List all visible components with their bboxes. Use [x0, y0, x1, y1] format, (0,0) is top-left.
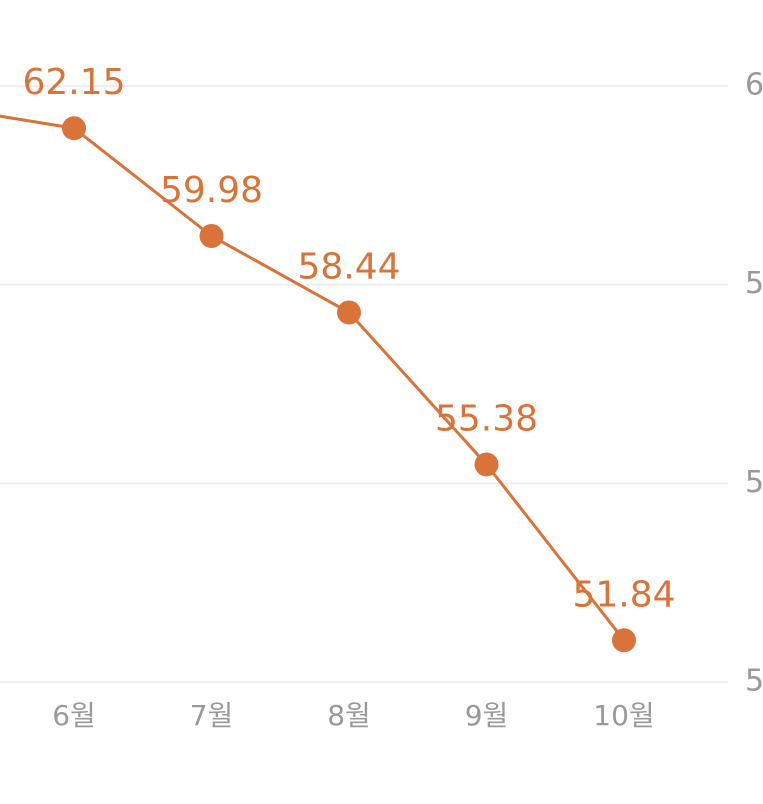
x-tick-label: 9월 [465, 699, 509, 732]
data-label: 62.15 [22, 62, 125, 103]
y-tick-label: 6 [745, 68, 763, 103]
x-tick-label: 6월 [52, 699, 96, 732]
point [612, 628, 636, 653]
y-tick-label: 5 [745, 465, 763, 500]
data-label: 58.44 [297, 246, 400, 287]
x-tick-label: 8월 [327, 699, 371, 732]
x-tick-label: 10월 [593, 699, 654, 732]
line [0, 114, 626, 642]
point [199, 223, 224, 248]
data-label: 51.84 [572, 574, 675, 615]
data-label: 55.38 [435, 398, 538, 439]
point [337, 300, 361, 325]
x-tick-label: 7월 [190, 699, 234, 732]
y-tick-label: 5 [745, 664, 763, 699]
point [62, 116, 86, 141]
y-tick-label: 5 [745, 266, 763, 301]
point [474, 452, 499, 477]
data-label: 59.98 [160, 170, 263, 211]
